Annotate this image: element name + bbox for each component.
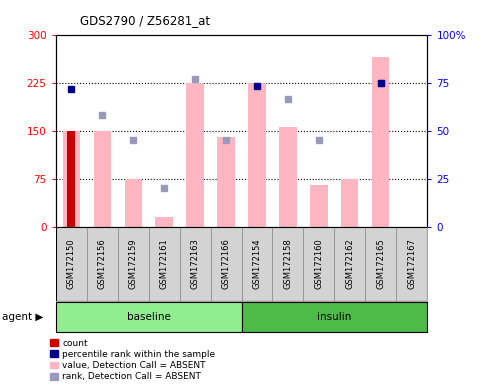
Bar bbox=[117, 227, 149, 301]
Text: GSM172154: GSM172154 bbox=[253, 239, 261, 289]
Text: baseline: baseline bbox=[127, 312, 170, 322]
Bar bbox=[242, 227, 272, 301]
Bar bbox=[303, 227, 334, 301]
Bar bbox=[56, 302, 242, 332]
Bar bbox=[149, 227, 180, 301]
Bar bbox=[67, 131, 75, 227]
Legend: count, percentile rank within the sample, value, Detection Call = ABSENT, rank, : count, percentile rank within the sample… bbox=[50, 339, 215, 381]
Bar bbox=[186, 83, 203, 227]
Bar bbox=[341, 179, 358, 227]
Bar bbox=[372, 57, 389, 227]
Bar bbox=[86, 227, 117, 301]
Text: GSM172166: GSM172166 bbox=[222, 238, 230, 290]
Bar bbox=[56, 227, 86, 301]
Text: GSM172156: GSM172156 bbox=[98, 238, 107, 290]
Bar bbox=[272, 227, 303, 301]
Text: GSM172150: GSM172150 bbox=[67, 239, 75, 289]
Bar bbox=[366, 227, 397, 301]
Bar bbox=[280, 127, 297, 227]
Bar bbox=[94, 131, 111, 227]
Text: GSM172159: GSM172159 bbox=[128, 239, 138, 289]
Bar bbox=[334, 227, 366, 301]
Bar bbox=[62, 131, 80, 227]
Text: GSM172161: GSM172161 bbox=[159, 238, 169, 290]
Text: GSM172163: GSM172163 bbox=[190, 238, 199, 290]
Bar bbox=[311, 185, 327, 227]
Bar bbox=[211, 227, 242, 301]
Bar bbox=[156, 217, 172, 227]
Text: GDS2790 / Z56281_at: GDS2790 / Z56281_at bbox=[80, 14, 210, 27]
Bar bbox=[180, 227, 211, 301]
Bar bbox=[242, 302, 427, 332]
Text: GSM172158: GSM172158 bbox=[284, 238, 293, 290]
Text: GSM172167: GSM172167 bbox=[408, 238, 416, 290]
Text: insulin: insulin bbox=[317, 312, 352, 322]
Text: GSM172162: GSM172162 bbox=[345, 238, 355, 290]
Bar bbox=[217, 137, 235, 227]
Bar bbox=[397, 227, 427, 301]
Text: agent ▶: agent ▶ bbox=[2, 312, 44, 322]
Text: GSM172160: GSM172160 bbox=[314, 238, 324, 290]
Bar bbox=[125, 179, 142, 227]
Text: GSM172165: GSM172165 bbox=[376, 238, 385, 290]
Bar bbox=[248, 83, 266, 227]
